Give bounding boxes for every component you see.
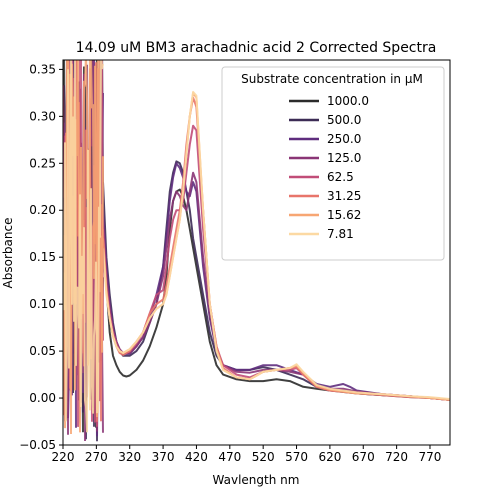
x-tick-label: 470 — [218, 450, 241, 464]
y-axis-label: Absorbance — [1, 218, 15, 289]
x-tick-label: 420 — [185, 450, 208, 464]
series-noise-6 — [63, 60, 104, 435]
x-tick-label: 220 — [52, 450, 75, 464]
x-tick-label: 570 — [285, 450, 308, 464]
series-layer — [102, 90, 450, 401]
x-tick-label: 670 — [352, 450, 375, 464]
legend-label: 31.25 — [327, 189, 361, 203]
legend-label: 62.5 — [327, 170, 354, 184]
legend-box — [221, 66, 445, 261]
legend-label: 500.0 — [327, 113, 361, 127]
legend-label: 250.0 — [327, 132, 361, 146]
x-tick-label: 620 — [318, 450, 341, 464]
legend-items: 1000.0 500.0 250.0 125.0 62.5 31.25 15.62 7.81 — [289, 94, 369, 241]
legend-label: 15.62 — [327, 208, 361, 222]
y-tick-label: 0.15 — [29, 250, 56, 264]
y-tick-label: 0.05 — [29, 344, 56, 358]
plot-frame — [62, 59, 451, 446]
axis-ticks: 220 270 320 370 420 470 520 570 620 670 720 770 −0.0… — [19, 62, 441, 464]
y-tick-label: 0.30 — [29, 109, 56, 123]
series-line-7 — [102, 90, 450, 400]
uv-noise-region — [63, 60, 104, 442]
y-tick-label: 0.00 — [29, 391, 56, 405]
legend-title: Substrate concentration in µM — [241, 72, 423, 86]
x-tick-label: 520 — [252, 450, 275, 464]
x-tick-label: 320 — [118, 450, 141, 464]
x-tick-label: 270 — [85, 450, 108, 464]
y-tick-label: 0.10 — [29, 297, 56, 311]
x-tick-label: 720 — [385, 450, 408, 464]
y-tick-label: 0.35 — [29, 62, 56, 76]
chart-title: 14.09 uM BM3 arachadnic acid 2 Corrected… — [76, 40, 437, 56]
legend: Substrate concentration in µM 1000.0 500.… — [221, 66, 445, 261]
legend-label: 7.81 — [327, 227, 354, 241]
y-tick-label: −0.05 — [19, 438, 56, 452]
legend-label: 1000.0 — [327, 94, 369, 108]
series-noise-7 — [63, 60, 104, 433]
y-tick-label: 0.25 — [29, 156, 56, 170]
x-tick-label: 370 — [152, 450, 175, 464]
legend-label: 125.0 — [327, 151, 361, 165]
x-axis-label: Wavlength nm — [213, 473, 300, 487]
x-tick-label: 770 — [419, 450, 442, 464]
y-tick-label: 0.20 — [29, 203, 56, 217]
